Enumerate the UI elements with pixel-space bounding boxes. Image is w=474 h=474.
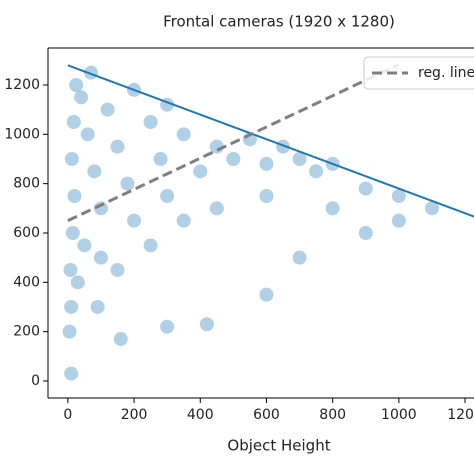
point	[69, 77, 84, 92]
x-tick-label: 0	[63, 407, 72, 423]
point	[193, 164, 208, 179]
point	[391, 213, 406, 228]
y-tick-label: 200	[13, 324, 40, 340]
x-axis-label: Object Height	[227, 437, 330, 455]
point	[64, 366, 79, 381]
point	[176, 213, 191, 228]
boundary-line	[67, 64, 474, 218]
legend-box	[363, 56, 474, 90]
point	[70, 275, 85, 290]
point	[93, 250, 108, 265]
point	[67, 188, 82, 203]
x-tick-label: 1200	[447, 407, 474, 423]
y-tick-label: 800	[13, 176, 40, 192]
y-tick-label: 0	[31, 373, 40, 389]
y-tick-label: 400	[13, 274, 40, 290]
point	[292, 250, 307, 265]
y-tick-label: 1200	[4, 77, 40, 93]
point	[62, 324, 77, 339]
point	[259, 156, 274, 171]
x-tick-label: 400	[187, 407, 214, 423]
point	[160, 319, 175, 334]
point	[160, 188, 175, 203]
point	[259, 287, 274, 302]
x-tick-label: 200	[121, 407, 148, 423]
y-tick-label: 1000	[4, 126, 40, 142]
point	[65, 225, 80, 240]
point	[209, 201, 224, 216]
point	[87, 164, 102, 179]
point	[66, 114, 81, 129]
point	[424, 201, 439, 216]
legend-label: reg. line	[418, 65, 474, 81]
point	[391, 188, 406, 203]
plot-area	[62, 63, 474, 381]
point	[113, 332, 128, 347]
point	[199, 317, 214, 332]
point	[259, 188, 274, 203]
point	[100, 102, 115, 117]
point	[309, 164, 324, 179]
point	[110, 262, 125, 277]
point	[127, 213, 142, 228]
point	[358, 181, 373, 196]
y-tick-label: 600	[13, 225, 40, 241]
point	[63, 262, 78, 277]
point	[143, 238, 158, 253]
point	[77, 238, 92, 253]
regression-line	[67, 63, 400, 223]
x-tick-label: 800	[319, 407, 346, 423]
chart-title: Frontal cameras (1920 x 1280)	[163, 13, 395, 31]
point	[358, 225, 373, 240]
point	[64, 151, 79, 166]
point	[176, 127, 191, 142]
point	[153, 151, 168, 166]
x-tick-label: 1000	[381, 407, 417, 423]
point	[110, 139, 125, 154]
x-tick-label: 600	[253, 407, 280, 423]
point	[120, 176, 135, 191]
point	[143, 114, 158, 129]
point	[90, 299, 105, 314]
point	[74, 90, 89, 105]
point	[80, 127, 95, 142]
point	[226, 151, 241, 166]
point	[64, 299, 79, 314]
point	[325, 201, 340, 216]
point	[292, 151, 307, 166]
